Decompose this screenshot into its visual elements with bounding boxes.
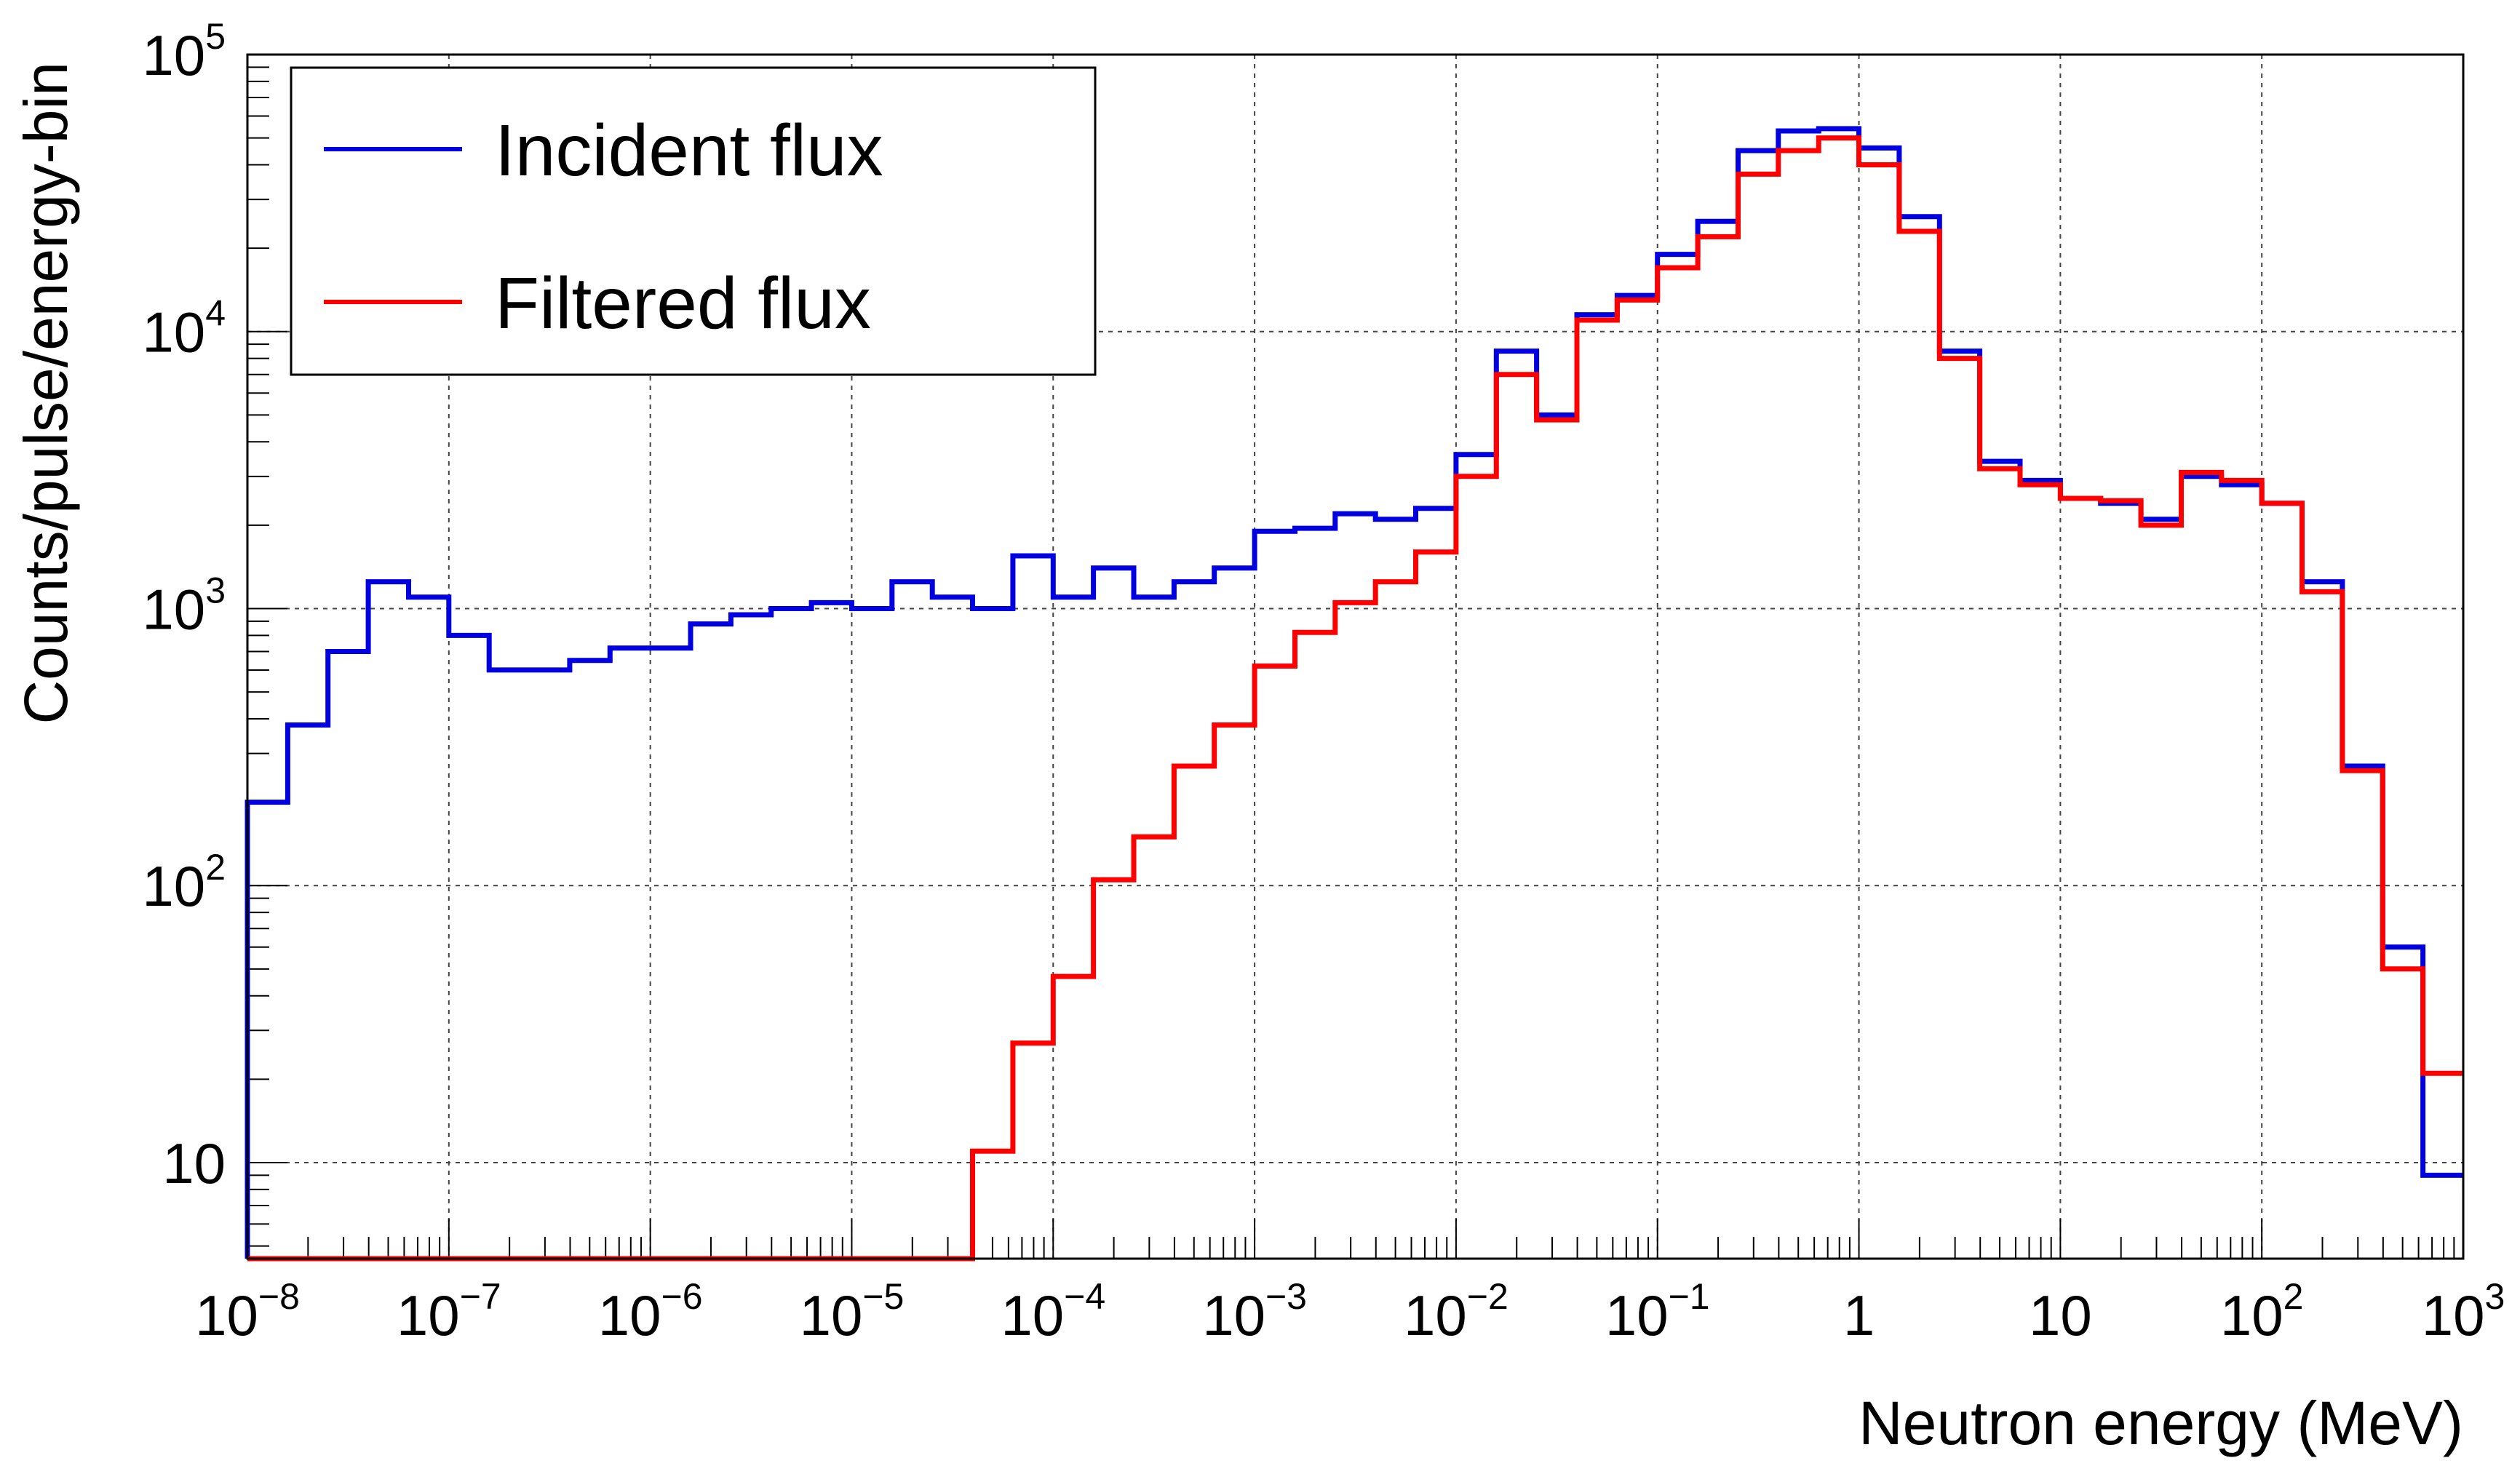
y-tick-label-text: 103 bbox=[142, 570, 226, 641]
y-tick-label: 105 bbox=[142, 16, 226, 87]
x-tick-label: 10−2 bbox=[1404, 1276, 1509, 1347]
y-axis-label: Counts/pulse/energy-bin bbox=[12, 62, 80, 725]
x-tick-label-text: 10−8 bbox=[195, 1276, 300, 1347]
x-tick-label: 102 bbox=[2220, 1276, 2304, 1347]
x-tick-label-text: 10−2 bbox=[1404, 1276, 1509, 1347]
y-tick-label-text: 10 bbox=[162, 1131, 226, 1195]
x-tick-label-text: 103 bbox=[2422, 1276, 2505, 1347]
x-tick-label-text: 10−3 bbox=[1202, 1276, 1307, 1347]
x-tick-label-text: 10−7 bbox=[397, 1276, 501, 1347]
x-tick-label: 10−7 bbox=[397, 1276, 501, 1347]
plot-frame bbox=[246, 53, 2465, 1260]
minor-ticks bbox=[247, 54, 2464, 1259]
y-tick-label: 103 bbox=[142, 570, 226, 641]
y-tick-label-text: 102 bbox=[142, 847, 226, 918]
x-tick-label: 10−8 bbox=[195, 1276, 300, 1347]
legend-box bbox=[290, 66, 1097, 376]
x-tick-label: 10−1 bbox=[1605, 1276, 1710, 1347]
x-tick-label-text: 102 bbox=[2220, 1276, 2304, 1347]
x-tick-label: 10−5 bbox=[800, 1276, 905, 1347]
y-tick-label-text: 105 bbox=[142, 16, 226, 87]
x-tick-label: 10−3 bbox=[1202, 1276, 1307, 1347]
x-tick-label-text: 10−1 bbox=[1605, 1276, 1710, 1347]
x-tick-label: 10−4 bbox=[1001, 1276, 1105, 1347]
x-tick-label-text: 10−5 bbox=[800, 1276, 905, 1347]
x-tick-label-text: 10−4 bbox=[1001, 1276, 1105, 1347]
x-tick-label-text: 1 bbox=[1843, 1283, 1875, 1347]
y-tick-label-text: 104 bbox=[142, 293, 226, 364]
legend-label-incident-flux: Incident flux bbox=[495, 110, 883, 191]
y-tick-label: 104 bbox=[142, 293, 226, 364]
legend-label-filtered-flux: Filtered flux bbox=[495, 263, 871, 344]
legend: Incident flux Filtered flux bbox=[290, 66, 1097, 376]
x-tick-label-text: 10 bbox=[2029, 1283, 2092, 1347]
y-tick-labels: 10 102 103 104 105 bbox=[142, 16, 226, 1195]
x-tick-label-text: 10−6 bbox=[598, 1276, 703, 1347]
y-tick-label: 10 bbox=[162, 1131, 226, 1195]
x-tick-label: 103 bbox=[2422, 1276, 2505, 1347]
y-tick-label: 102 bbox=[142, 847, 226, 918]
x-tick-label: 1 bbox=[1843, 1283, 1875, 1347]
x-tick-labels: 10−8 10−7 10−6 10−5 10−4 10−3 10−2 10−1 1 10 102 10… bbox=[195, 1276, 2505, 1347]
x-axis-label: Neutron energy (MeV) bbox=[1859, 1389, 2463, 1457]
x-tick-label: 10−6 bbox=[598, 1276, 703, 1347]
x-tick-label: 10 bbox=[2029, 1283, 2092, 1347]
